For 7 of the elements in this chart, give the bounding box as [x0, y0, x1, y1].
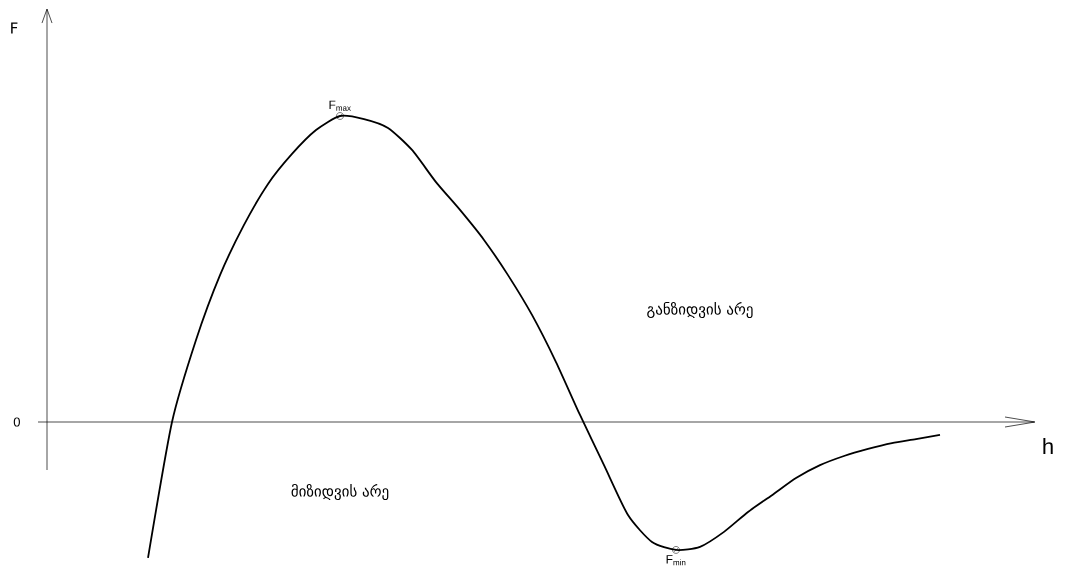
text: F — [11, 22, 18, 34]
x-axis-title: h — [1043, 438, 1053, 454]
annotation: F$_{max}$ — [329, 100, 351, 111]
annotation: F$_{min}$ — [666, 555, 686, 566]
annotation: მიზიდვის არე — [291, 483, 389, 501]
annotation: განზიდვის არე — [647, 301, 753, 319]
ref-line-label: 0 — [13, 417, 20, 427]
